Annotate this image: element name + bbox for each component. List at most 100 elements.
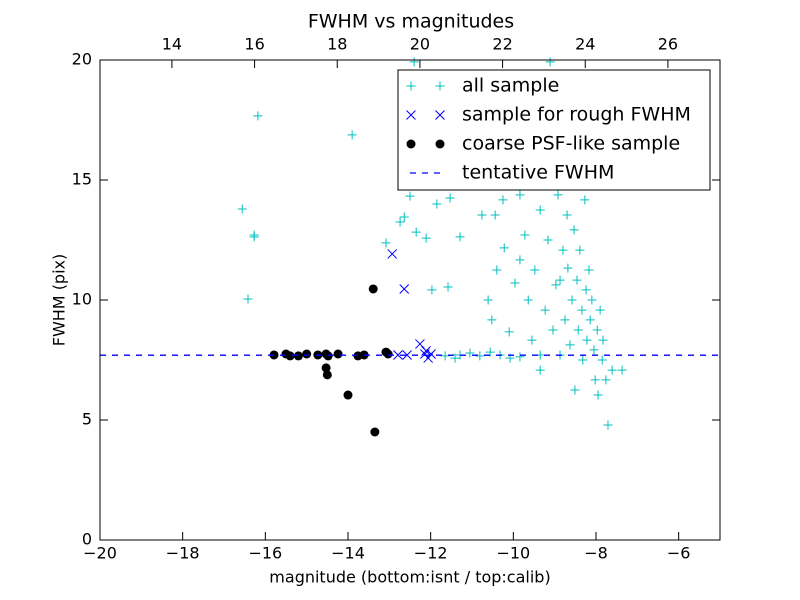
- point: [595, 305, 605, 315]
- y-tick-label: 15: [72, 170, 92, 189]
- point: [383, 349, 393, 359]
- point: [569, 225, 579, 235]
- point: [399, 212, 409, 222]
- point: [253, 111, 263, 121]
- point: [565, 340, 575, 350]
- legend-box: [397, 69, 711, 191]
- x2-tick-label: 18: [327, 35, 347, 54]
- point: [440, 351, 450, 361]
- x-tick-label: −10: [496, 544, 530, 563]
- point: [393, 350, 403, 360]
- point: [592, 325, 602, 335]
- x-tick-label: −8: [584, 544, 608, 563]
- point: [293, 351, 303, 361]
- y-tick-label: 5: [82, 410, 92, 429]
- point: [598, 335, 608, 345]
- point: [432, 199, 442, 209]
- point: [582, 335, 592, 345]
- point: [399, 284, 410, 294]
- point: [411, 227, 421, 237]
- point: [415, 339, 425, 349]
- point: [492, 265, 502, 275]
- point: [368, 284, 378, 294]
- point: [302, 349, 312, 359]
- x2-tick-label: 14: [162, 35, 182, 54]
- point: [545, 57, 555, 67]
- point: [587, 295, 597, 305]
- point: [590, 375, 600, 385]
- plot-frame: [99, 59, 721, 541]
- point: [243, 294, 253, 304]
- y-axis-label: FWHM (pix): [50, 254, 69, 347]
- point: [395, 217, 405, 227]
- y-tick-label: 0: [82, 530, 92, 549]
- point: [450, 353, 460, 363]
- point: [585, 315, 595, 325]
- point: [490, 210, 500, 220]
- point: [530, 265, 540, 275]
- point: [498, 195, 508, 205]
- x-tick-label: −20: [83, 544, 117, 563]
- x2-tick-label: 16: [244, 35, 264, 54]
- point: [560, 315, 570, 325]
- x2-tick-label: 26: [658, 35, 678, 54]
- point: [387, 249, 398, 259]
- point: [535, 205, 545, 215]
- point: [527, 335, 537, 345]
- point: [402, 350, 412, 360]
- y-tick-label: 10: [72, 290, 92, 309]
- point: [573, 325, 583, 335]
- point: [285, 351, 295, 361]
- point: [607, 365, 617, 375]
- point: [540, 305, 550, 315]
- point: [515, 352, 525, 362]
- point: [584, 265, 594, 275]
- point: [551, 280, 561, 290]
- point: [581, 285, 591, 295]
- point: [237, 204, 247, 214]
- point: [485, 347, 495, 357]
- legend-swatch: [406, 139, 416, 149]
- point: [427, 285, 437, 295]
- point: [563, 263, 573, 273]
- point: [465, 348, 475, 358]
- legend-label: tentative FWHM: [462, 162, 614, 184]
- y-tick-label: 20: [72, 50, 92, 69]
- point: [322, 370, 332, 380]
- x-tick-label: −16: [248, 544, 282, 563]
- x-axis-label: magnitude (bottom:isnt / top:calib): [269, 568, 550, 587]
- point: [370, 427, 380, 437]
- point: [487, 315, 497, 325]
- point: [558, 245, 568, 255]
- point: [445, 193, 455, 203]
- point: [499, 243, 509, 253]
- point: [477, 210, 487, 220]
- chart-title: FWHM vs magnitudes: [308, 11, 514, 33]
- point: [515, 190, 525, 200]
- point: [570, 385, 580, 395]
- point: [504, 327, 514, 337]
- point: [597, 355, 607, 365]
- legend-label: all sample: [462, 75, 559, 97]
- legend-label: coarse PSF-like sample: [462, 133, 680, 155]
- point: [455, 232, 465, 242]
- x2-tick-label: 20: [410, 35, 430, 54]
- point: [523, 295, 533, 305]
- point: [443, 282, 453, 292]
- legend-swatch: [435, 139, 445, 149]
- point: [269, 350, 279, 360]
- legend-label: sample for rough FWHM: [462, 104, 691, 126]
- point: [321, 363, 331, 373]
- legend-swatch: [406, 110, 416, 120]
- point: [580, 195, 590, 205]
- point: [589, 345, 599, 355]
- point: [577, 305, 587, 315]
- legend-swatch: [435, 110, 445, 120]
- point: [603, 420, 613, 430]
- point: [520, 230, 530, 240]
- x-tick-label: −12: [414, 544, 448, 563]
- point: [347, 130, 357, 140]
- point: [553, 190, 563, 200]
- point: [515, 255, 525, 265]
- x2-tick-label: 24: [575, 35, 595, 54]
